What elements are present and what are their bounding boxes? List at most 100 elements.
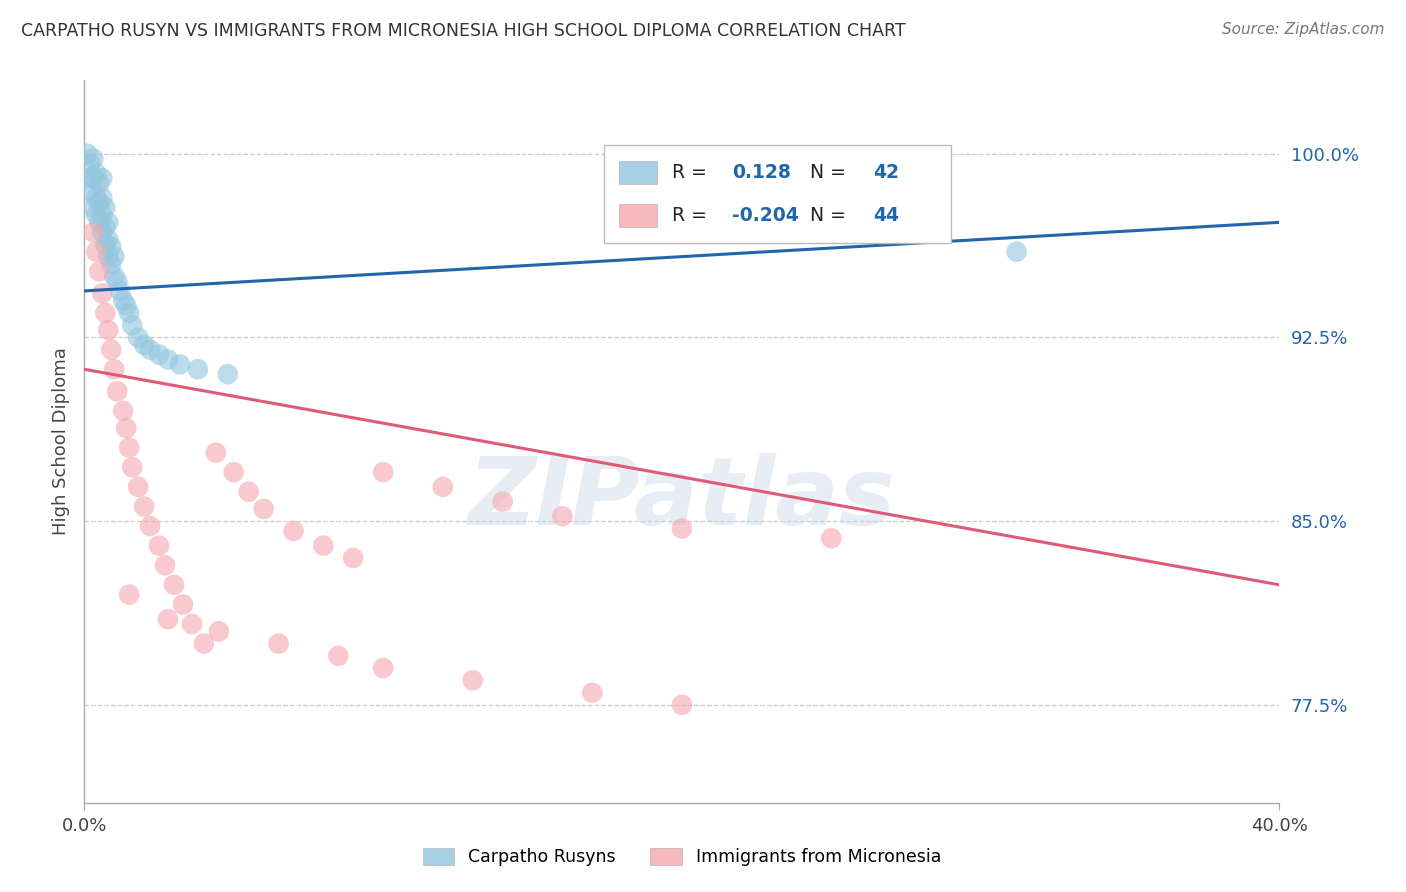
Text: CARPATHO RUSYN VS IMMIGRANTS FROM MICRONESIA HIGH SCHOOL DIPLOMA CORRELATION CHA: CARPATHO RUSYN VS IMMIGRANTS FROM MICRON… [21,22,905,40]
Legend: Carpatho Rusyns, Immigrants from Micronesia: Carpatho Rusyns, Immigrants from Microne… [423,847,941,866]
Point [253,502,276,516]
Point [118,441,141,455]
Point [238,484,260,499]
Point [169,358,191,372]
Point [172,598,194,612]
Point [91,208,114,222]
Point [1005,244,1028,259]
Point [91,171,114,186]
Point [105,274,128,288]
Point [342,550,364,565]
Point [76,146,98,161]
Text: N =: N = [797,163,852,182]
Point [581,685,603,699]
Text: ZIPatlas: ZIPatlas [468,453,896,545]
Point [208,624,231,639]
Point [94,201,117,215]
Point [91,191,114,205]
Point [82,152,104,166]
Point [127,480,149,494]
Point [205,445,228,459]
Text: N =: N = [797,206,852,225]
Point [94,237,117,252]
Point [94,220,117,235]
Point [89,176,111,190]
Point [148,348,170,362]
Point [127,330,149,344]
Point [139,343,162,357]
Point [432,480,454,494]
Point [76,171,98,186]
Point [163,578,186,592]
Point [312,539,335,553]
Point [82,171,104,186]
Point [89,195,111,210]
Point [112,293,135,308]
Point [100,257,122,271]
Point [86,166,108,180]
Point [118,588,141,602]
Point [121,460,143,475]
Point [373,661,395,675]
Text: Source: ZipAtlas.com: Source: ZipAtlas.com [1222,22,1385,37]
Point [181,617,204,632]
Point [86,208,108,222]
FancyBboxPatch shape [619,204,657,227]
Text: 44: 44 [873,206,898,225]
Text: 42: 42 [873,163,898,182]
Point [492,494,515,508]
Point [100,343,122,357]
Point [217,367,239,381]
Point [820,531,842,545]
Point [103,362,125,376]
Text: R =: R = [672,163,713,182]
Point [82,201,104,215]
Point [671,698,693,712]
Point [89,264,111,278]
Point [103,250,125,264]
Point [328,648,350,663]
Text: -0.204: -0.204 [733,206,799,225]
Point [97,232,120,246]
Point [97,215,120,229]
Point [121,318,143,333]
Point [91,225,114,239]
Point [79,184,101,198]
Point [671,521,693,535]
Point [115,299,138,313]
Point [187,362,209,376]
Point [79,156,101,170]
Point [148,539,170,553]
Point [222,465,245,479]
Point [132,338,156,352]
Point [193,637,215,651]
Point [132,500,156,514]
Point [157,352,180,367]
Point [153,558,176,573]
Point [139,519,162,533]
Text: R =: R = [672,206,713,225]
Point [110,284,132,298]
Point [267,637,290,651]
Point [551,509,574,524]
Text: 0.128: 0.128 [733,163,792,182]
Point [105,384,128,399]
Point [86,191,108,205]
Point [112,404,135,418]
Point [89,215,111,229]
Point [82,225,104,239]
Point [373,465,395,479]
FancyBboxPatch shape [619,161,657,184]
Point [97,323,120,337]
Y-axis label: High School Diploma: High School Diploma [52,348,70,535]
Point [91,286,114,301]
Point [100,240,122,254]
Point [94,306,117,320]
Point [461,673,484,688]
Point [103,269,125,284]
Point [157,612,180,626]
Point [97,250,120,264]
Point [86,244,108,259]
Point [118,306,141,320]
FancyBboxPatch shape [605,145,950,243]
